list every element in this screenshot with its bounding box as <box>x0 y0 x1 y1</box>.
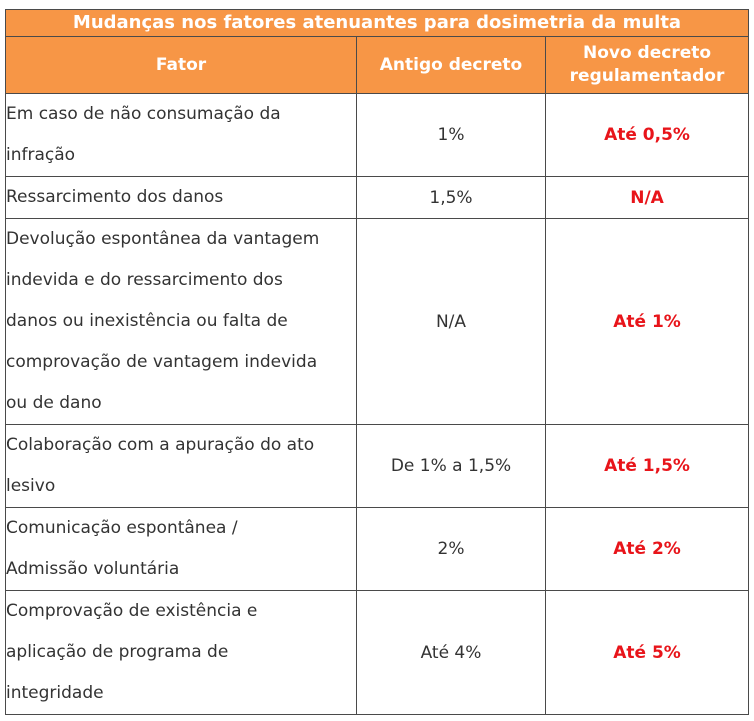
header-row: Fator Antigo decreto Novo decreto regula… <box>5 36 750 94</box>
fator-line: Admissão voluntária <box>6 559 180 579</box>
novo-decreto-value: Até 1% <box>613 311 681 332</box>
novo-decreto-cell: N/A <box>544 176 750 219</box>
novo-decreto-cell: Até 2% <box>544 507 750 591</box>
fator-cell: Em caso de não consumação da infração <box>5 93 357 177</box>
novo-decreto-value: Até 0,5% <box>604 125 690 145</box>
fator-line: Ressarcimento dos danos <box>6 187 224 207</box>
fator-line: Em caso de não consumação da <box>6 104 281 124</box>
antigo-decreto-cell: 1,5% <box>356 176 546 219</box>
novo-decreto-value: Até 1,5% <box>604 456 690 476</box>
antigo-decreto-cell: De 1% a 1,5% <box>356 424 546 508</box>
fator-line: ou de dano <box>6 393 102 413</box>
antigo-decreto-cell: 1% <box>356 93 546 177</box>
fator-line: comprovação de vantagem indevida <box>6 352 318 372</box>
antigo-decreto-value: N/A <box>435 311 467 332</box>
novo-decreto-value: Até 5% <box>613 642 681 663</box>
fator-line: aplicação de programa de <box>6 642 229 662</box>
fator-cell: Comunicação espontânea / Admissão volunt… <box>5 507 357 591</box>
novo-decreto-cell: Até 0,5% <box>544 93 750 177</box>
fator-line: Devolução espontânea da vantagem <box>6 229 320 249</box>
fator-line: infração <box>6 145 76 165</box>
novo-decreto-cell: Até 1,5% <box>544 424 750 508</box>
fator-line: integridade <box>6 683 104 703</box>
table-row: Comprovação de existência e aplicação de… <box>5 590 750 715</box>
column-header-novo-line-2: regulamentador <box>569 66 725 86</box>
table-row: Ressarcimento dos danos 1,5% N/A <box>5 176 750 219</box>
column-header-antigo-decreto: Antigo decreto <box>356 36 546 94</box>
fator-cell: Comprovação de existência e aplicação de… <box>5 590 357 715</box>
antigo-decreto-value: Até 4% <box>420 642 482 663</box>
fator-cell: Devolução espontânea da vantagem indevid… <box>5 218 357 425</box>
fator-cell: Ressarcimento dos danos <box>5 176 357 219</box>
antigo-decreto-value: De 1% a 1,5% <box>390 456 512 476</box>
novo-decreto-cell: Até 5% <box>544 590 750 715</box>
novo-decreto-cell: Até 1% <box>544 218 750 425</box>
table-row: Comunicação espontânea / Admissão volunt… <box>5 507 750 591</box>
table-row: Em caso de não consumação da infração 1%… <box>5 93 750 177</box>
fator-line: Comunicação espontânea / <box>6 518 238 538</box>
antigo-decreto-value: 1% <box>437 125 465 145</box>
dosimetria-table: Mudanças nos fatores atenuantes para dos… <box>4 9 750 715</box>
column-header-fator: Fator <box>5 36 357 94</box>
column-header-novo-line-1: Novo decreto <box>582 43 712 63</box>
fator-cell: Colaboração com a apuração do ato lesivo <box>5 424 357 508</box>
antigo-decreto-value: 1,5% <box>429 187 473 208</box>
table-row: Colaboração com a apuração do ato lesivo… <box>5 424 750 508</box>
antigo-decreto-cell: Até 4% <box>356 590 546 715</box>
fator-line: Comprovação de existência e <box>6 601 258 621</box>
table-row: Devolução espontânea da vantagem indevid… <box>5 218 750 425</box>
antigo-decreto-value: 2% <box>437 539 465 559</box>
fator-line: danos ou inexistência ou falta de <box>6 311 288 331</box>
fator-line: indevida e do ressarcimento dos <box>6 270 283 290</box>
novo-decreto-value: Até 2% <box>613 539 681 559</box>
fator-line: lesivo <box>6 476 56 496</box>
table-title: Mudanças nos fatores atenuantes para dos… <box>4 9 750 37</box>
column-header-novo-decreto: Novo decreto regulamentador <box>544 36 750 94</box>
title-row: Mudanças nos fatores atenuantes para dos… <box>4 9 750 37</box>
novo-decreto-value: N/A <box>630 187 664 208</box>
antigo-decreto-cell: 2% <box>356 507 546 591</box>
antigo-decreto-cell: N/A <box>356 218 546 425</box>
fator-line: Colaboração com a apuração do ato <box>6 435 315 455</box>
